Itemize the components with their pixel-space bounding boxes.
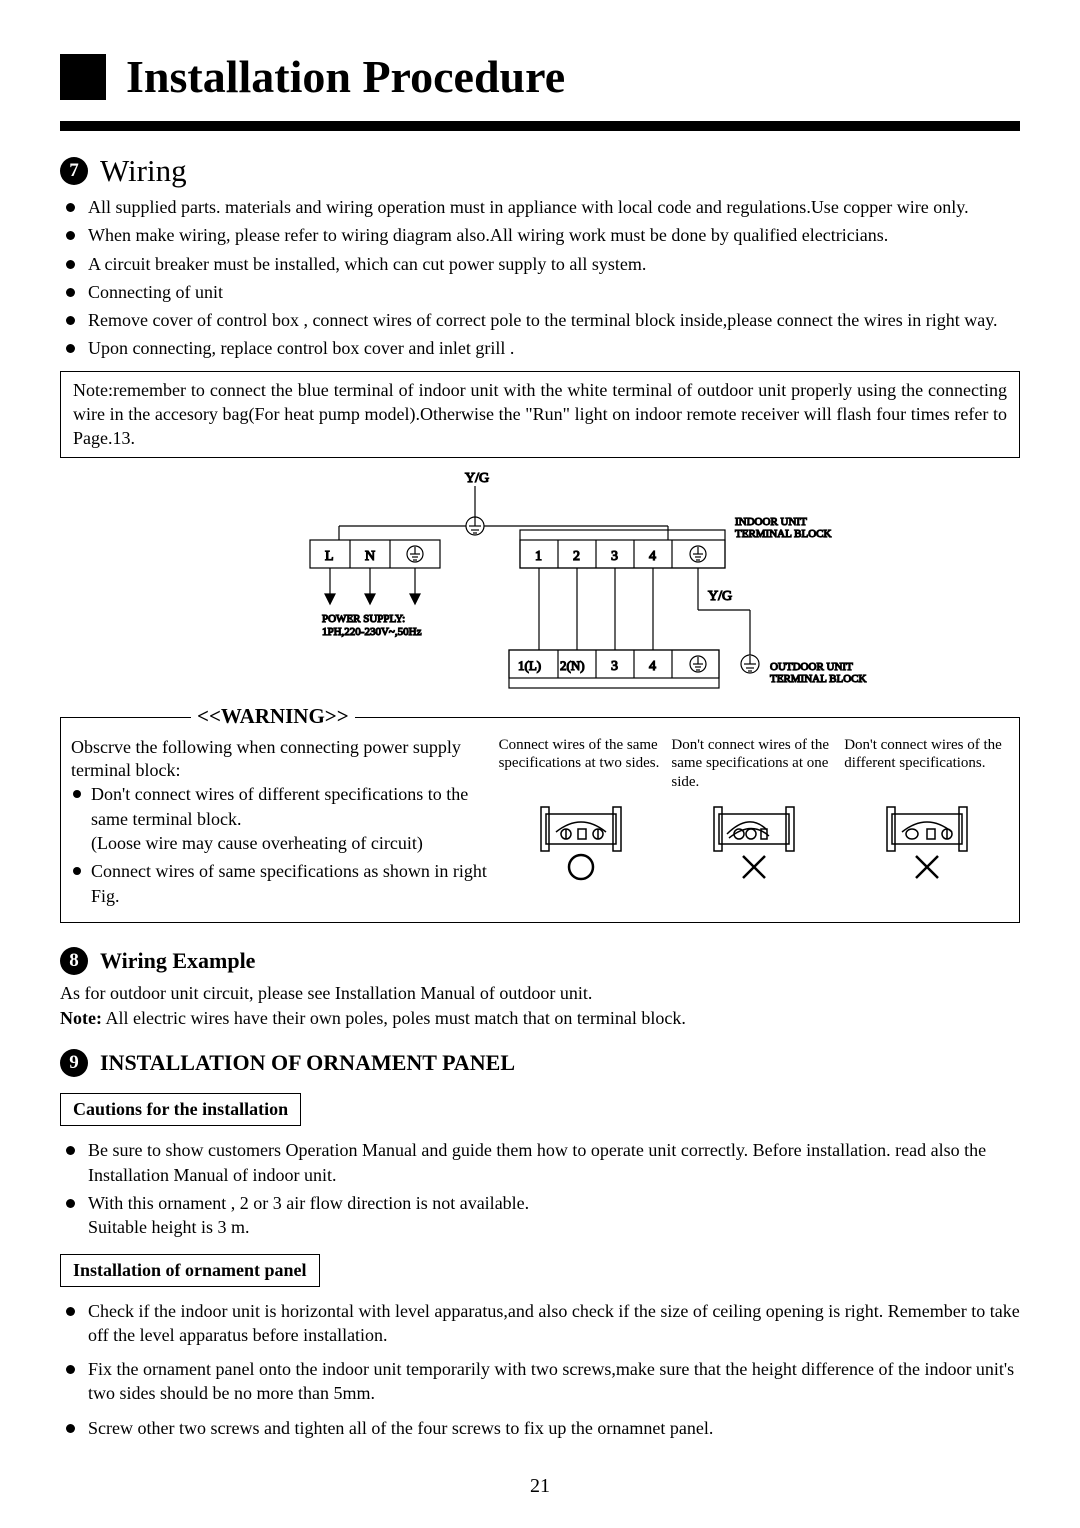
section-7-bullets: All supplied parts. materials and wiring… xyxy=(60,195,1020,361)
outdoor-t3: 3 xyxy=(611,659,618,674)
svg-text:POWER SUPPLY:: POWER SUPPLY: xyxy=(322,613,405,625)
title-rule xyxy=(60,121,1020,131)
section-7-note: Note:remember to connect the blue termin… xyxy=(60,371,1020,458)
terminal-ok-icon xyxy=(526,802,636,882)
outdoor-t2: 2(N) xyxy=(560,658,585,673)
warning-left: Obscrve the following when connecting po… xyxy=(71,736,489,912)
indoor-t2: 2 xyxy=(573,549,580,564)
section-9-number-icon: 9 xyxy=(60,1049,88,1077)
section-7-title: Wiring xyxy=(100,153,187,189)
section-8-note: Note: All electric wires have their own … xyxy=(60,1006,1020,1031)
warning-intro: Obscrve the following when connecting po… xyxy=(71,736,489,783)
page-title: Installation Procedure xyxy=(126,50,565,103)
list-item: Connect wires of same specifications as … xyxy=(71,859,489,908)
svg-text:TERMINAL BLOCK: TERMINAL BLOCK xyxy=(770,673,867,685)
section-7-number-icon: 7 xyxy=(60,157,88,185)
svg-text:OUTDOOR UNIT: OUTDOOR UNIT xyxy=(770,661,853,673)
outdoor-t1: 1(L) xyxy=(518,658,541,673)
list-item: Don't connect wires of different specifi… xyxy=(71,782,489,855)
terminal-bad1-icon xyxy=(699,802,809,882)
section-8-number-icon: 8 xyxy=(60,947,88,975)
title-square-icon xyxy=(60,54,106,100)
section-8-title: Wiring Example xyxy=(100,948,255,974)
warning-col-3: Don't connect wires of the different spe… xyxy=(844,736,1009,912)
list-item: Fix the ornament panel onto the indoor u… xyxy=(60,1357,1020,1406)
list-item: A circuit breaker must be installed, whi… xyxy=(60,252,1020,276)
cautions-bullets: Be sure to show customers Operation Manu… xyxy=(60,1138,1020,1239)
warning-subnote: (Loose wire may cause overheating of cir… xyxy=(91,831,489,855)
list-item: Check if the indoor unit is horizontal w… xyxy=(60,1299,1020,1348)
warning-col-1-text: Connect wires of the same specifications… xyxy=(499,736,664,798)
warning-right: Connect wires of the same specifications… xyxy=(499,736,1009,912)
section-7: 7 Wiring All supplied parts. materials a… xyxy=(60,153,1020,923)
terminal-n: N xyxy=(365,549,375,564)
svg-text:TERMINAL BLOCK: TERMINAL BLOCK xyxy=(735,528,832,540)
list-item: Be sure to show customers Operation Manu… xyxy=(60,1138,1020,1187)
section-7-head: 7 Wiring xyxy=(60,153,1020,189)
install-bullets: Check if the indoor unit is horizontal w… xyxy=(60,1299,1020,1440)
terminal-bad2-icon xyxy=(872,802,982,882)
yg-label-2: Y/G xyxy=(708,589,732,604)
terminal-l: L xyxy=(325,549,334,564)
cautions-title-box: Cautions for the installation xyxy=(60,1093,301,1126)
svg-text:INDOOR UNIT: INDOOR UNIT xyxy=(735,516,807,528)
warning-bullet-text: Don't connect wires of different specifi… xyxy=(91,784,468,828)
warning-label: <<WARNING>> xyxy=(191,704,355,729)
indoor-t4: 4 xyxy=(649,549,656,564)
list-item: When make wiring, please refer to wiring… xyxy=(60,223,1020,247)
title-row: Installation Procedure xyxy=(60,50,1020,103)
section-8-line1: As for outdoor unit circuit, please see … xyxy=(60,981,1020,1006)
note-text: All electric wires have their own poles,… xyxy=(102,1008,686,1028)
yg-label: Y/G xyxy=(465,471,489,486)
warning-col-1: Connect wires of the same specifications… xyxy=(499,736,664,912)
warning-col-3-text: Don't connect wires of the different spe… xyxy=(844,736,1009,798)
section-9-head: 9 INSTALLATION OF ORNAMENT PANEL xyxy=(60,1049,1020,1077)
install-title-box: Installation of ornament panel xyxy=(60,1254,320,1287)
page-number: 21 xyxy=(0,1475,1080,1498)
section-9-title: INSTALLATION OF ORNAMENT PANEL xyxy=(100,1050,515,1076)
indoor-t1: 1 xyxy=(535,549,542,564)
section-9: 9 INSTALLATION OF ORNAMENT PANEL Caution… xyxy=(60,1049,1020,1440)
indoor-t3: 3 xyxy=(611,549,618,564)
list-item: Upon connecting, replace control box cov… xyxy=(60,336,1020,360)
note-label: Note: xyxy=(60,1008,102,1028)
wiring-diagram: Y/G L N POWER SUPPLY: 1PH,220-230V~,50Hz xyxy=(160,470,1080,700)
warning-col-2: Don't connect wires of the same specific… xyxy=(671,736,836,912)
list-item: Remove cover of control box , connect wi… xyxy=(60,308,1020,332)
section-8-head: 8 Wiring Example xyxy=(60,947,1020,975)
list-item: With this ornament , 2 or 3 air flow dir… xyxy=(60,1191,1020,1240)
section-8: 8 Wiring Example As for outdoor unit cir… xyxy=(60,947,1020,1031)
warning-col-2-text: Don't connect wires of the same specific… xyxy=(671,736,836,798)
warning-box: <<WARNING>> Obscrve the following when c… xyxy=(60,717,1020,923)
outdoor-t4: 4 xyxy=(649,659,656,674)
list-item: All supplied parts. materials and wiring… xyxy=(60,195,1020,219)
list-item: Screw other two screws and tighten all o… xyxy=(60,1416,1020,1440)
svg-text:1PH,220-230V~,50Hz: 1PH,220-230V~,50Hz xyxy=(322,626,422,638)
list-item: Connecting of unit xyxy=(60,280,1020,304)
